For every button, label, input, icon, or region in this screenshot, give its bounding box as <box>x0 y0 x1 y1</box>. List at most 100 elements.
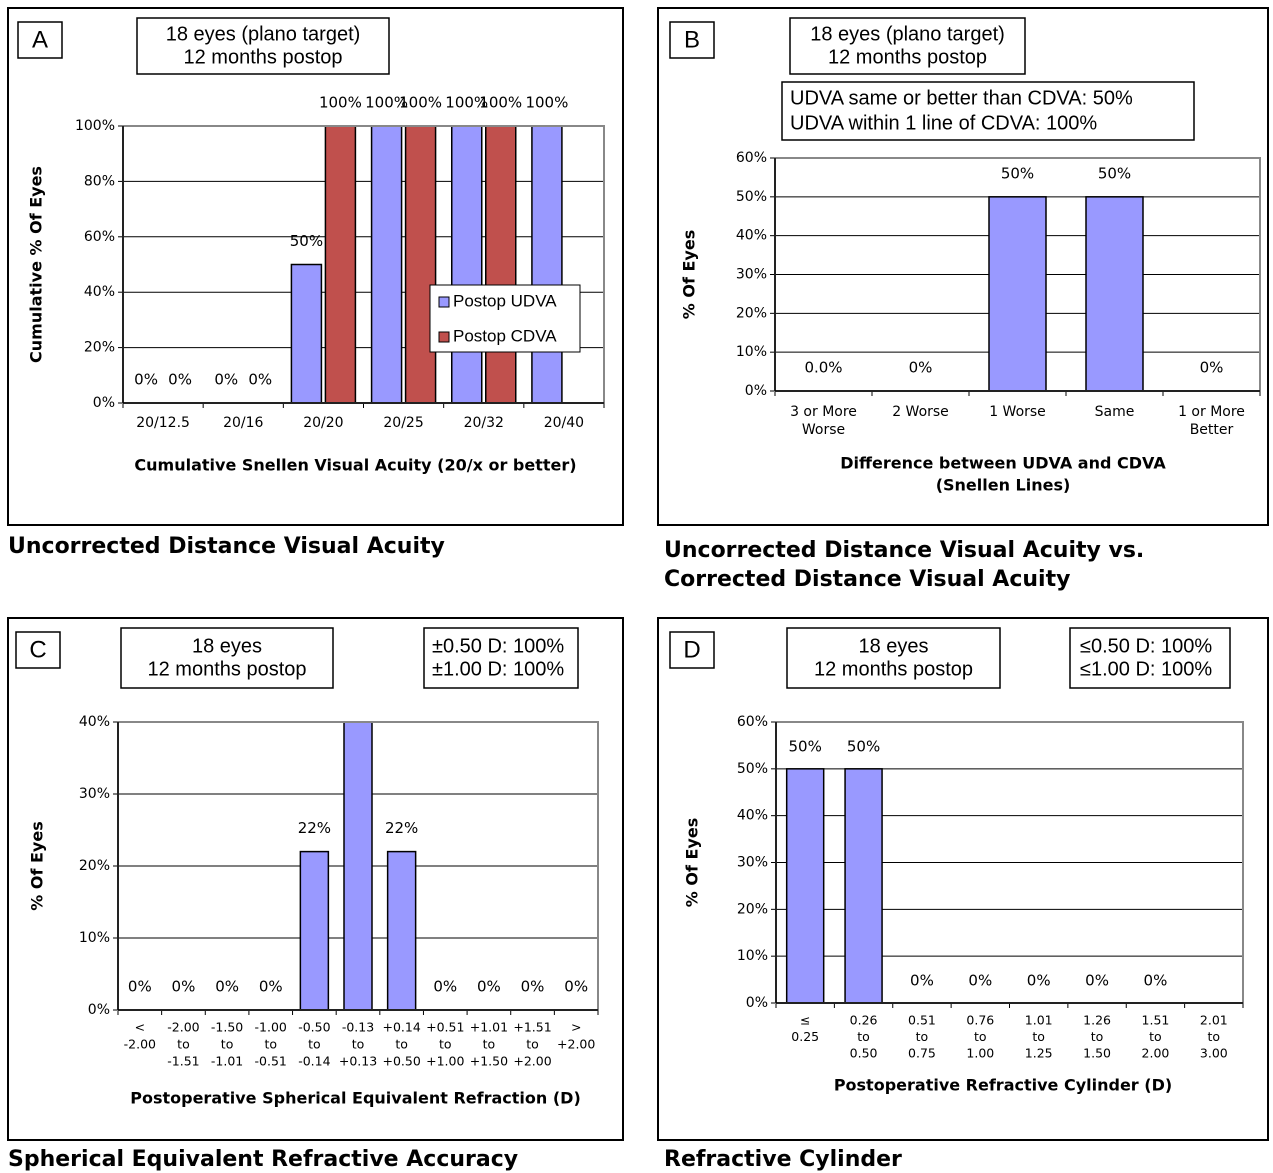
annotation-box <box>423 627 579 689</box>
x-tick-label: -0.50 <box>298 1020 330 1035</box>
panel-letter-box <box>669 631 715 669</box>
x-tick-label: to <box>1032 1029 1045 1044</box>
y-tick-label: 20% <box>736 305 767 321</box>
annotation: ±1.00 D: 100% <box>432 658 564 680</box>
x-tick-label: -1.50 <box>211 1020 243 1035</box>
bar <box>386 850 417 1010</box>
x-tick-label: ≤ <box>800 1013 810 1028</box>
x-tick-label: 1.50 <box>1083 1046 1111 1061</box>
annotation-box <box>136 17 390 75</box>
x-tick-label: +0.51 <box>426 1020 464 1035</box>
x-tick-label: 0.76 <box>966 1013 994 1028</box>
value-label: 0% <box>477 978 501 996</box>
x-tick-label: +0.50 <box>382 1054 420 1069</box>
x-tick-label: +1.01 <box>470 1020 508 1035</box>
x-tick-label: < <box>135 1020 145 1035</box>
bar <box>404 126 437 403</box>
x-tick-label: +2.00 <box>513 1054 551 1069</box>
value-label: 50% <box>789 737 822 755</box>
annotation: ±0.50 D: 100% <box>432 635 564 657</box>
y-tick-label: 60% <box>736 150 767 166</box>
panel-border <box>7 617 624 1141</box>
y-tick-label: 30% <box>79 786 110 802</box>
y-tick-label: 10% <box>79 930 110 946</box>
x-tick-label: 1.51 <box>1142 1013 1170 1028</box>
bar <box>1085 196 1144 391</box>
bar <box>290 263 323 403</box>
x-tick-label: +2.00 <box>557 1037 595 1052</box>
x-tick-label: 20/16 <box>223 415 263 431</box>
x-tick-label: 20/25 <box>383 415 423 431</box>
value-label: 0% <box>248 371 272 389</box>
value-label: 50% <box>847 737 880 755</box>
x-axis-label: (Snellen Lines) <box>936 476 1071 495</box>
bar <box>531 126 563 403</box>
x-tick-label: 3 or More <box>790 404 857 420</box>
panel-caption: Refractive Cylinder <box>664 1147 902 1172</box>
panel-caption: Corrected Distance Visual Acuity <box>664 567 1070 592</box>
annotation-box <box>120 627 334 689</box>
x-tick-label: to <box>264 1037 277 1052</box>
value-label: 0% <box>968 972 992 990</box>
x-tick-label: 2.01 <box>1200 1013 1228 1028</box>
y-tick-label: 40% <box>79 714 110 730</box>
x-tick-label: +1.50 <box>470 1054 508 1069</box>
y-tick-label: 0% <box>88 1002 110 1018</box>
annotation: UDVA within 1 line of CDVA: 100% <box>790 112 1097 134</box>
x-tick-label: to <box>526 1037 539 1052</box>
panel-caption: Spherical Equivalent Refractive Accuracy <box>8 1147 518 1172</box>
x-tick-label: to <box>352 1037 365 1052</box>
legend-label: Postop UDVA <box>453 291 557 310</box>
annotation-box <box>786 627 1001 689</box>
y-axis-label: % Of Eyes <box>680 230 699 319</box>
value-label: 0.0% <box>804 359 842 377</box>
panel-letter-box <box>15 631 61 669</box>
bar <box>988 196 1047 391</box>
panel-border <box>7 7 624 526</box>
y-tick-label: 0% <box>746 995 768 1011</box>
x-tick-label: -0.51 <box>255 1054 287 1069</box>
value-label: 0% <box>134 371 158 389</box>
x-axis-label: Cumulative Snellen Visual Acuity (20/x o… <box>134 456 576 475</box>
annotation: 18 eyes <box>192 635 262 657</box>
x-tick-label: 20/32 <box>464 415 504 431</box>
y-tick-label: 0% <box>745 383 767 399</box>
x-tick-label: Same <box>1095 404 1135 420</box>
value-label: 0% <box>909 359 933 377</box>
value-label: 100% <box>365 94 408 112</box>
x-tick-label: 0.50 <box>850 1046 878 1061</box>
value-label: 50% <box>290 232 323 250</box>
panel-caption: Uncorrected Distance Visual Acuity vs. <box>664 538 1144 563</box>
y-tick-label: 0% <box>93 395 115 411</box>
x-tick-label: -1.51 <box>167 1054 199 1069</box>
x-tick-label: 1.01 <box>1025 1013 1053 1028</box>
y-tick-label: 30% <box>737 855 768 871</box>
annotation: UDVA same or better than CDVA: 50% <box>790 87 1133 109</box>
panel-letter-box <box>669 21 715 59</box>
x-tick-label: 1.26 <box>1083 1013 1111 1028</box>
x-tick-label: 20/20 <box>303 415 343 431</box>
y-tick-label: 10% <box>736 344 767 360</box>
annotation: 12 months postop <box>814 658 973 680</box>
value-label: 0% <box>1144 972 1168 990</box>
y-axis-label: % Of Eyes <box>28 821 47 910</box>
value-label: 22% <box>385 819 418 837</box>
y-tick-label: 80% <box>84 173 115 189</box>
x-axis-label: Postoperative Refractive Cylinder (D) <box>834 1076 1172 1095</box>
bar <box>343 722 373 1010</box>
x-tick-label: 0.25 <box>791 1029 819 1044</box>
legend-label: Postop CDVA <box>453 326 557 345</box>
x-tick-label: 0.51 <box>908 1013 936 1028</box>
value-label: 0% <box>910 972 934 990</box>
x-tick-label: to <box>483 1037 496 1052</box>
x-tick-label: Worse <box>802 422 845 438</box>
value-label: 0% <box>1200 359 1224 377</box>
x-tick-label: 20/12.5 <box>136 415 190 431</box>
x-tick-label: -2.00 <box>167 1020 199 1035</box>
y-tick-label: 60% <box>84 229 115 245</box>
value-label: 0% <box>433 978 457 996</box>
x-tick-label: to <box>1208 1029 1221 1044</box>
plot-area <box>123 126 604 403</box>
y-tick-label: 50% <box>736 189 767 205</box>
x-tick-label: to <box>395 1037 408 1052</box>
